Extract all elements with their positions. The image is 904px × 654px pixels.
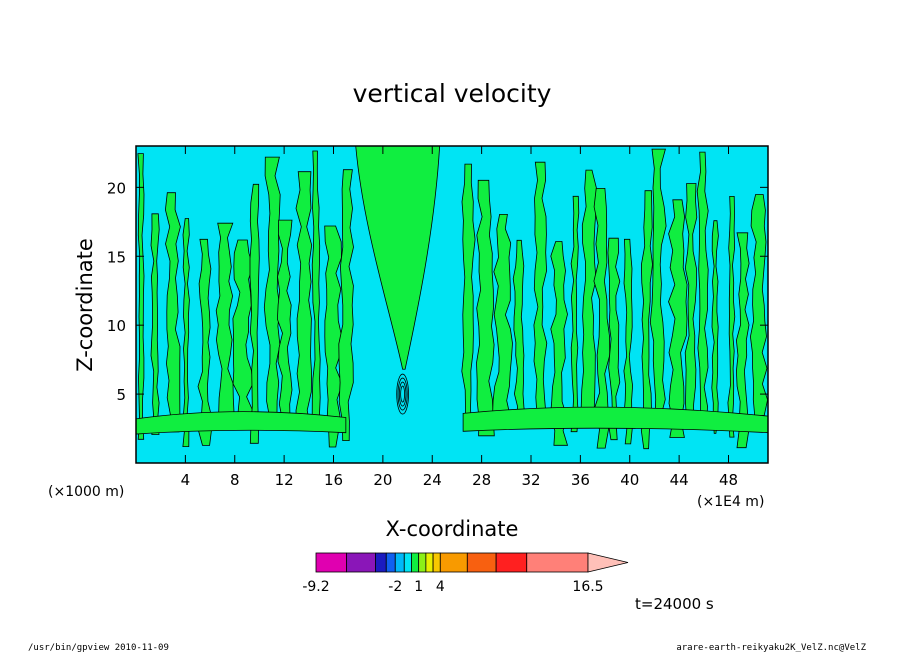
y-axis-title: Z-coordinate — [73, 238, 97, 372]
x-tick-label: 16 — [324, 471, 343, 489]
colorbar-segment — [425, 552, 434, 573]
updraft-region — [215, 222, 235, 428]
footer-right: arare-earth-reikyaku2K_VelZ.nc@VelZ — [676, 643, 866, 653]
core-contour — [398, 381, 407, 407]
updraft-region — [197, 238, 212, 446]
x-axis-title: X-coordinate — [386, 517, 519, 541]
colorbar-segment — [411, 552, 420, 573]
updraft-region — [150, 213, 160, 435]
x-axis: 4 8 12 16 20 24 28 32 36 40 44 48 — [181, 146, 738, 489]
updraft-region — [749, 194, 768, 416]
x-tick-label: 40 — [620, 471, 639, 489]
colorbar-segment — [403, 552, 412, 573]
updraft-region — [593, 188, 611, 449]
x-tick-label: 44 — [670, 471, 689, 489]
updraft-region — [476, 179, 495, 437]
velocity-field — [136, 146, 768, 450]
colorbar-tick-label: 1 — [414, 579, 423, 595]
updraft-region — [492, 214, 513, 416]
x-tick-label: 4 — [181, 471, 191, 489]
updraft-region — [623, 238, 634, 445]
x-tick-label: 48 — [719, 471, 738, 489]
colorbar-segment — [439, 552, 468, 573]
colorbar-segment — [315, 552, 348, 573]
updraft-region — [295, 171, 313, 429]
core-contour — [396, 373, 409, 415]
updraft-region — [276, 219, 293, 419]
core-contour — [400, 385, 406, 403]
x-unit-left: (×1000 m) — [48, 484, 124, 500]
updraft-region — [512, 239, 526, 420]
updraft-region — [533, 161, 548, 416]
x-tick-label: 24 — [423, 471, 442, 489]
updraft-region — [711, 220, 719, 434]
x-tick-label: 12 — [275, 471, 294, 489]
updraft-region — [249, 183, 260, 444]
colorbar-tick-label: -2 — [388, 579, 402, 595]
y-tick-label: 20 — [107, 179, 126, 197]
x-tick-label: 8 — [230, 471, 240, 489]
core-contour — [397, 377, 408, 411]
colorbar-tick-label: -9.2 — [302, 579, 329, 595]
time-label: t=24000 s — [635, 595, 714, 613]
central-updraft — [355, 146, 441, 370]
updraft-region — [164, 192, 181, 433]
y-axis: 5 10 15 20 — [107, 179, 768, 404]
updraft-region — [311, 150, 321, 417]
x-tick-label: 20 — [373, 471, 392, 489]
chart-title: vertical velocity — [353, 79, 552, 108]
x-tick-label: 28 — [472, 471, 491, 489]
y-tick-label: 5 — [116, 386, 126, 404]
footer-left: /usr/bin/gpview 2010-11-09 — [28, 643, 169, 653]
y-tick-label: 10 — [107, 317, 126, 335]
colorbar-arrow — [587, 552, 629, 573]
colorbar-segment — [526, 552, 589, 573]
x-tick-label: 32 — [521, 471, 540, 489]
plot-frame — [135, 145, 769, 464]
updraft-region — [735, 232, 750, 449]
updraft-region — [649, 148, 667, 420]
y-tick-label: 15 — [107, 248, 126, 266]
updraft-region — [640, 190, 653, 450]
low-level-band-right — [462, 406, 768, 434]
updraft-region — [570, 195, 580, 433]
updraft-region — [696, 151, 709, 427]
updraft-region — [137, 153, 145, 440]
colorbar-segment — [394, 552, 405, 573]
colorbar-segment — [346, 552, 376, 573]
colorbar: -9.2 -2 1 4 16.5 — [302, 552, 629, 595]
low-level-band-left — [136, 411, 347, 435]
colorbar-segment — [418, 552, 427, 573]
colorbar-tick-label: 16.5 — [572, 579, 603, 595]
colorbar-tick-label: 4 — [436, 579, 445, 595]
updraft-region — [580, 169, 597, 427]
updraft-region — [668, 199, 688, 438]
updraft-region — [549, 241, 569, 446]
colorbar-segment — [466, 552, 497, 573]
colorbar-segment — [375, 552, 387, 573]
updraft-region — [684, 183, 698, 421]
updraft-region — [182, 218, 190, 447]
updraft-region — [338, 169, 354, 441]
plot-area — [135, 145, 769, 464]
colorbar-segment — [495, 552, 528, 573]
updraft-region — [461, 163, 476, 428]
updraft-region — [727, 196, 736, 438]
updraft-region — [607, 237, 621, 441]
colorbar-segment — [385, 552, 396, 573]
x-unit-right: (×1E4 m) — [697, 494, 764, 510]
x-tick-label: 36 — [571, 471, 590, 489]
colorbar-segment — [432, 552, 441, 573]
